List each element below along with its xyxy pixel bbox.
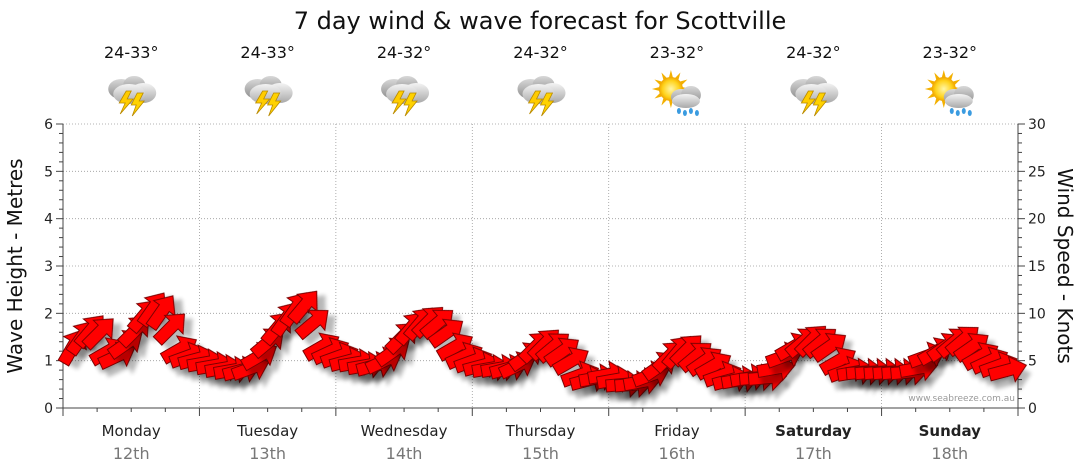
- wind-arrow: [152, 313, 185, 346]
- day-date-label: 13th: [249, 444, 286, 463]
- right-tick-label: 5: [1028, 354, 1037, 370]
- left-tick-label: 4: [44, 212, 53, 228]
- temperature-range-label: 24-32°: [377, 43, 432, 62]
- day-date-label: 16th: [659, 444, 696, 463]
- day-date-label: 17th: [795, 444, 832, 463]
- right-axis-label: Wind Speed - Knots: [1053, 168, 1077, 364]
- temperature-range-label: 24-33°: [104, 43, 159, 62]
- day-name-label: Tuesday: [236, 422, 298, 440]
- wind-arrow: [294, 309, 329, 341]
- chart-title: 7 day wind & wave forecast for Scottvill…: [294, 7, 787, 35]
- credit-text: www.seabreeze.com.au: [908, 394, 1015, 404]
- right-tick-label: 10: [1028, 306, 1046, 322]
- temperature-range-label: 24-33°: [240, 43, 295, 62]
- wind-arrow: [987, 355, 1028, 383]
- day-name-label: Sunday: [919, 422, 982, 440]
- temperature-range-label: 24-32°: [786, 43, 841, 62]
- left-tick-label: 5: [44, 164, 53, 180]
- storm-cloud-icon: [381, 76, 430, 117]
- day-name-label: Thursday: [505, 422, 576, 440]
- temperature-range-label: 23-32°: [650, 43, 705, 62]
- left-tick-label: 6: [44, 117, 53, 133]
- storm-cloud-icon: [790, 76, 839, 117]
- storm-cloud-icon: [244, 76, 293, 117]
- temperature-range-label: 24-32°: [513, 43, 568, 62]
- day-date-label: 12th: [113, 444, 150, 463]
- wind-arrow: [810, 332, 847, 364]
- storm-cloud-icon: [517, 76, 566, 117]
- storm-cloud-icon: [108, 76, 157, 117]
- right-tick-label: 15: [1028, 259, 1046, 275]
- wind-arrow: [286, 290, 318, 325]
- left-tick-label: 0: [44, 401, 53, 417]
- temperature-range-label: 23-32°: [923, 43, 978, 62]
- wind-arrow: [81, 318, 114, 351]
- sun-rain-cloud-icon: [651, 70, 701, 116]
- wind-arrow: [551, 346, 589, 377]
- left-axis-label: Wave Height - Metres: [3, 158, 27, 373]
- day-name-label: Saturday: [775, 422, 852, 440]
- right-tick-label: 0: [1028, 401, 1037, 417]
- right-tick-label: 20: [1028, 212, 1046, 228]
- left-tick-label: 3: [44, 259, 53, 275]
- right-tick-label: 30: [1028, 117, 1046, 133]
- right-tick-label: 25: [1028, 164, 1046, 180]
- day-date-label: 18th: [931, 444, 968, 463]
- sun-rain-cloud-icon: [924, 70, 974, 116]
- wind-arrow: [145, 295, 176, 332]
- left-tick-label: 2: [44, 306, 53, 322]
- wind-arrow: [427, 318, 464, 349]
- day-name-label: Monday: [102, 422, 161, 440]
- day-name-label: Friday: [654, 422, 700, 440]
- left-tick-label: 1: [44, 354, 53, 370]
- day-date-label: 15th: [522, 444, 559, 463]
- day-date-label: 14th: [386, 444, 423, 463]
- day-name-label: Wednesday: [361, 422, 448, 440]
